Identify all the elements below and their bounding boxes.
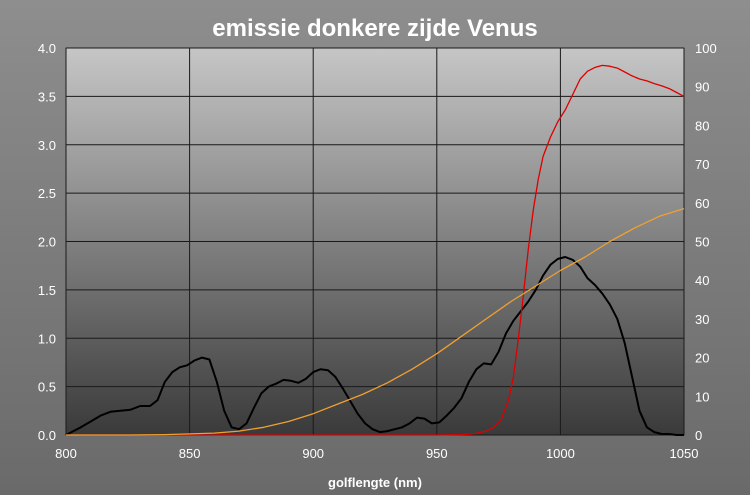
chart-title: emissie donkere zijde Venus	[212, 15, 537, 42]
x-tick-label: 950	[426, 446, 448, 461]
y-tick-label: 1.5	[38, 283, 56, 298]
y-tick-label: 3.0	[38, 138, 56, 153]
x-tick-label: 850	[179, 446, 201, 461]
y-tick-label: 1.0	[38, 331, 56, 346]
y-right-tick-label: 80	[695, 118, 709, 133]
y-right-tick-label: 60	[695, 196, 709, 211]
x-tick-label: 1050	[670, 446, 699, 461]
x-axis-ticks: 800 850 900 950 1000 1050	[55, 446, 698, 461]
x-tick-label: 1000	[546, 446, 575, 461]
grid	[65, 47, 685, 436]
y-right-tick-label: 10	[695, 389, 709, 404]
y-axis-right-ticks: 0 10 20 30 40 50 60 70 80 90 100	[695, 41, 717, 443]
series-line-2	[66, 207, 685, 436]
y-right-tick-label: 30	[695, 312, 709, 327]
y-tick-label: 0.5	[38, 380, 56, 395]
y-right-tick-label: 100	[695, 41, 717, 56]
y-tick-label: 4.0	[38, 41, 56, 56]
y-tick-label: 2.0	[38, 235, 56, 250]
series-line-1	[66, 64, 685, 436]
y-tick-label: 2.5	[38, 186, 56, 201]
y-right-tick-label: 70	[695, 157, 709, 172]
y-right-tick-label: 50	[695, 235, 709, 250]
y-tick-label: 0.0	[38, 428, 56, 443]
series-layer	[65, 64, 685, 436]
y-right-tick-label: 20	[695, 351, 709, 366]
y-right-tick-label: 40	[695, 273, 709, 288]
series-line-0	[65, 256, 684, 436]
x-axis-label: golflengte (nm)	[328, 475, 422, 490]
y-right-tick-label: 90	[695, 80, 709, 95]
y-axis-left-ticks: 0.0 0.5 1.0 1.5 2.0 2.5 3.0 3.5 4.0	[38, 41, 56, 443]
x-tick-label: 900	[302, 446, 324, 461]
y-tick-label: 3.5	[38, 89, 56, 104]
y-right-tick-label: 0	[695, 428, 702, 443]
x-tick-label: 800	[55, 446, 77, 461]
